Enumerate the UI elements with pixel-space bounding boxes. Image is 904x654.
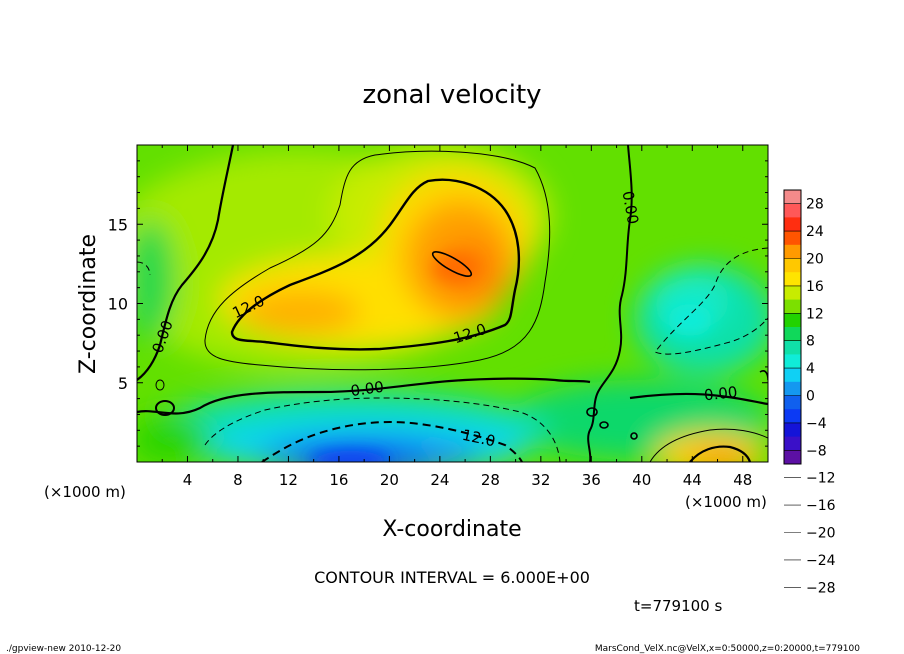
y-tick-label: 15 bbox=[108, 215, 128, 234]
contour-12-br bbox=[689, 445, 752, 462]
colorbar-label: 4 bbox=[806, 361, 815, 377]
contour-interval-text: CONTOUR INTERVAL = 6.000E+00 bbox=[314, 568, 590, 587]
colorbar-label: −20 bbox=[806, 526, 836, 542]
contour-neg12 bbox=[261, 421, 523, 462]
colorbar-label: −24 bbox=[806, 553, 836, 569]
colorbar-label: 20 bbox=[806, 252, 824, 268]
contour-18 bbox=[431, 251, 473, 277]
colorbar-label: 16 bbox=[806, 279, 824, 295]
colorbar-swatch bbox=[784, 422, 801, 438]
colorbar-label: 12 bbox=[806, 306, 824, 322]
x-tick-label: 40 bbox=[632, 471, 651, 489]
contour-6 bbox=[204, 150, 551, 371]
colorbar-label: 28 bbox=[806, 197, 824, 213]
y-tick-label: 5 bbox=[118, 374, 128, 393]
colorbar-swatch bbox=[784, 272, 801, 287]
colorbar-swatch bbox=[784, 340, 801, 355]
time-text: t=779100 s bbox=[634, 597, 722, 615]
colorbar-label: −4 bbox=[806, 416, 827, 432]
colorbar-swatch bbox=[784, 217, 801, 232]
contour-neg6 bbox=[204, 397, 561, 462]
contour-label: 0.00 bbox=[349, 378, 385, 400]
contour-zero-mid bbox=[137, 377, 591, 415]
contour-12 bbox=[230, 178, 521, 351]
x-tick-label: 48 bbox=[733, 471, 752, 489]
colorbar-swatch bbox=[784, 327, 801, 342]
contour-zero-right bbox=[587, 145, 633, 462]
contour-label: 0.00 bbox=[619, 190, 643, 226]
x-tick-label: 8 bbox=[233, 471, 243, 489]
colorbar-label: −16 bbox=[806, 498, 836, 514]
footer-left: ./gpview-new 2010-12-20 bbox=[6, 644, 121, 654]
contour-label: 0.00 bbox=[703, 383, 738, 404]
x-tick-label: 24 bbox=[430, 471, 449, 489]
x-unit-label: (×1000 m) bbox=[44, 483, 126, 501]
colorbar-swatch bbox=[784, 285, 801, 301]
colorbar-swatch bbox=[784, 450, 801, 465]
contour-zero-right-low bbox=[629, 392, 768, 406]
y-axis-label: Z-coordinate bbox=[76, 234, 101, 374]
colorbar-swatch bbox=[784, 381, 801, 396]
x-tick-label: 4 bbox=[183, 471, 193, 489]
chart-title: zonal velocity bbox=[362, 80, 541, 110]
colorbar-swatch bbox=[784, 313, 801, 328]
colorbar-swatch bbox=[784, 231, 801, 246]
plot-area bbox=[137, 145, 768, 462]
colorbar-swatch bbox=[784, 203, 801, 218]
x-axis-label: X-coordinate bbox=[382, 517, 521, 542]
x-tick-label: 32 bbox=[531, 471, 550, 489]
x-tick-label: 12 bbox=[279, 471, 298, 489]
colorbar-label: 24 bbox=[806, 224, 824, 240]
colorbar-swatch bbox=[784, 436, 801, 451]
colorbar-label: −28 bbox=[806, 580, 836, 596]
x-tick-label: 44 bbox=[683, 471, 702, 489]
colorbar-swatch bbox=[784, 368, 801, 383]
colorbar-swatch bbox=[784, 299, 801, 314]
x-tick-label: 36 bbox=[582, 471, 601, 489]
colorbar-swatch bbox=[784, 409, 801, 424]
colorbar-label: −12 bbox=[806, 471, 836, 487]
colorbar-label: 0 bbox=[806, 389, 815, 405]
x-tick-label: 16 bbox=[329, 471, 348, 489]
contour-6-right bbox=[649, 428, 768, 462]
x-axis: 4 8 12 16 20 24 28 32 36 40 44 48 bbox=[161, 145, 752, 489]
colorbar-swatch bbox=[784, 395, 801, 410]
colorbar-label: 8 bbox=[806, 334, 815, 350]
y-unit-label: (×1000 m) bbox=[685, 493, 767, 511]
contour-lines bbox=[137, 145, 768, 462]
x-tick-label: 20 bbox=[380, 471, 399, 489]
y-tick-label: 10 bbox=[108, 295, 128, 314]
colorbar-label: −8 bbox=[806, 443, 827, 459]
footer-right: MarsCond_VelX.nc@VelX,x=0:50000,z=0:2000… bbox=[595, 644, 860, 654]
colorbar: 28 24 20 16 12 8 4 0 −4 −8 −12 −16 −20 −24 −28 bbox=[783, 189, 836, 596]
colorbar-swatch bbox=[784, 244, 801, 259]
contour-neg6-left bbox=[137, 261, 151, 276]
contour-zero-left bbox=[137, 145, 235, 381]
y-axis: 5 10 15 bbox=[108, 160, 768, 447]
x-tick-label: 28 bbox=[481, 471, 500, 489]
colorbar-swatch bbox=[784, 258, 801, 273]
colorbar-swatch bbox=[784, 354, 801, 369]
colorbar-swatch bbox=[784, 190, 801, 205]
colorbar-frame bbox=[783, 189, 802, 465]
heatmap-field bbox=[137, 145, 768, 462]
